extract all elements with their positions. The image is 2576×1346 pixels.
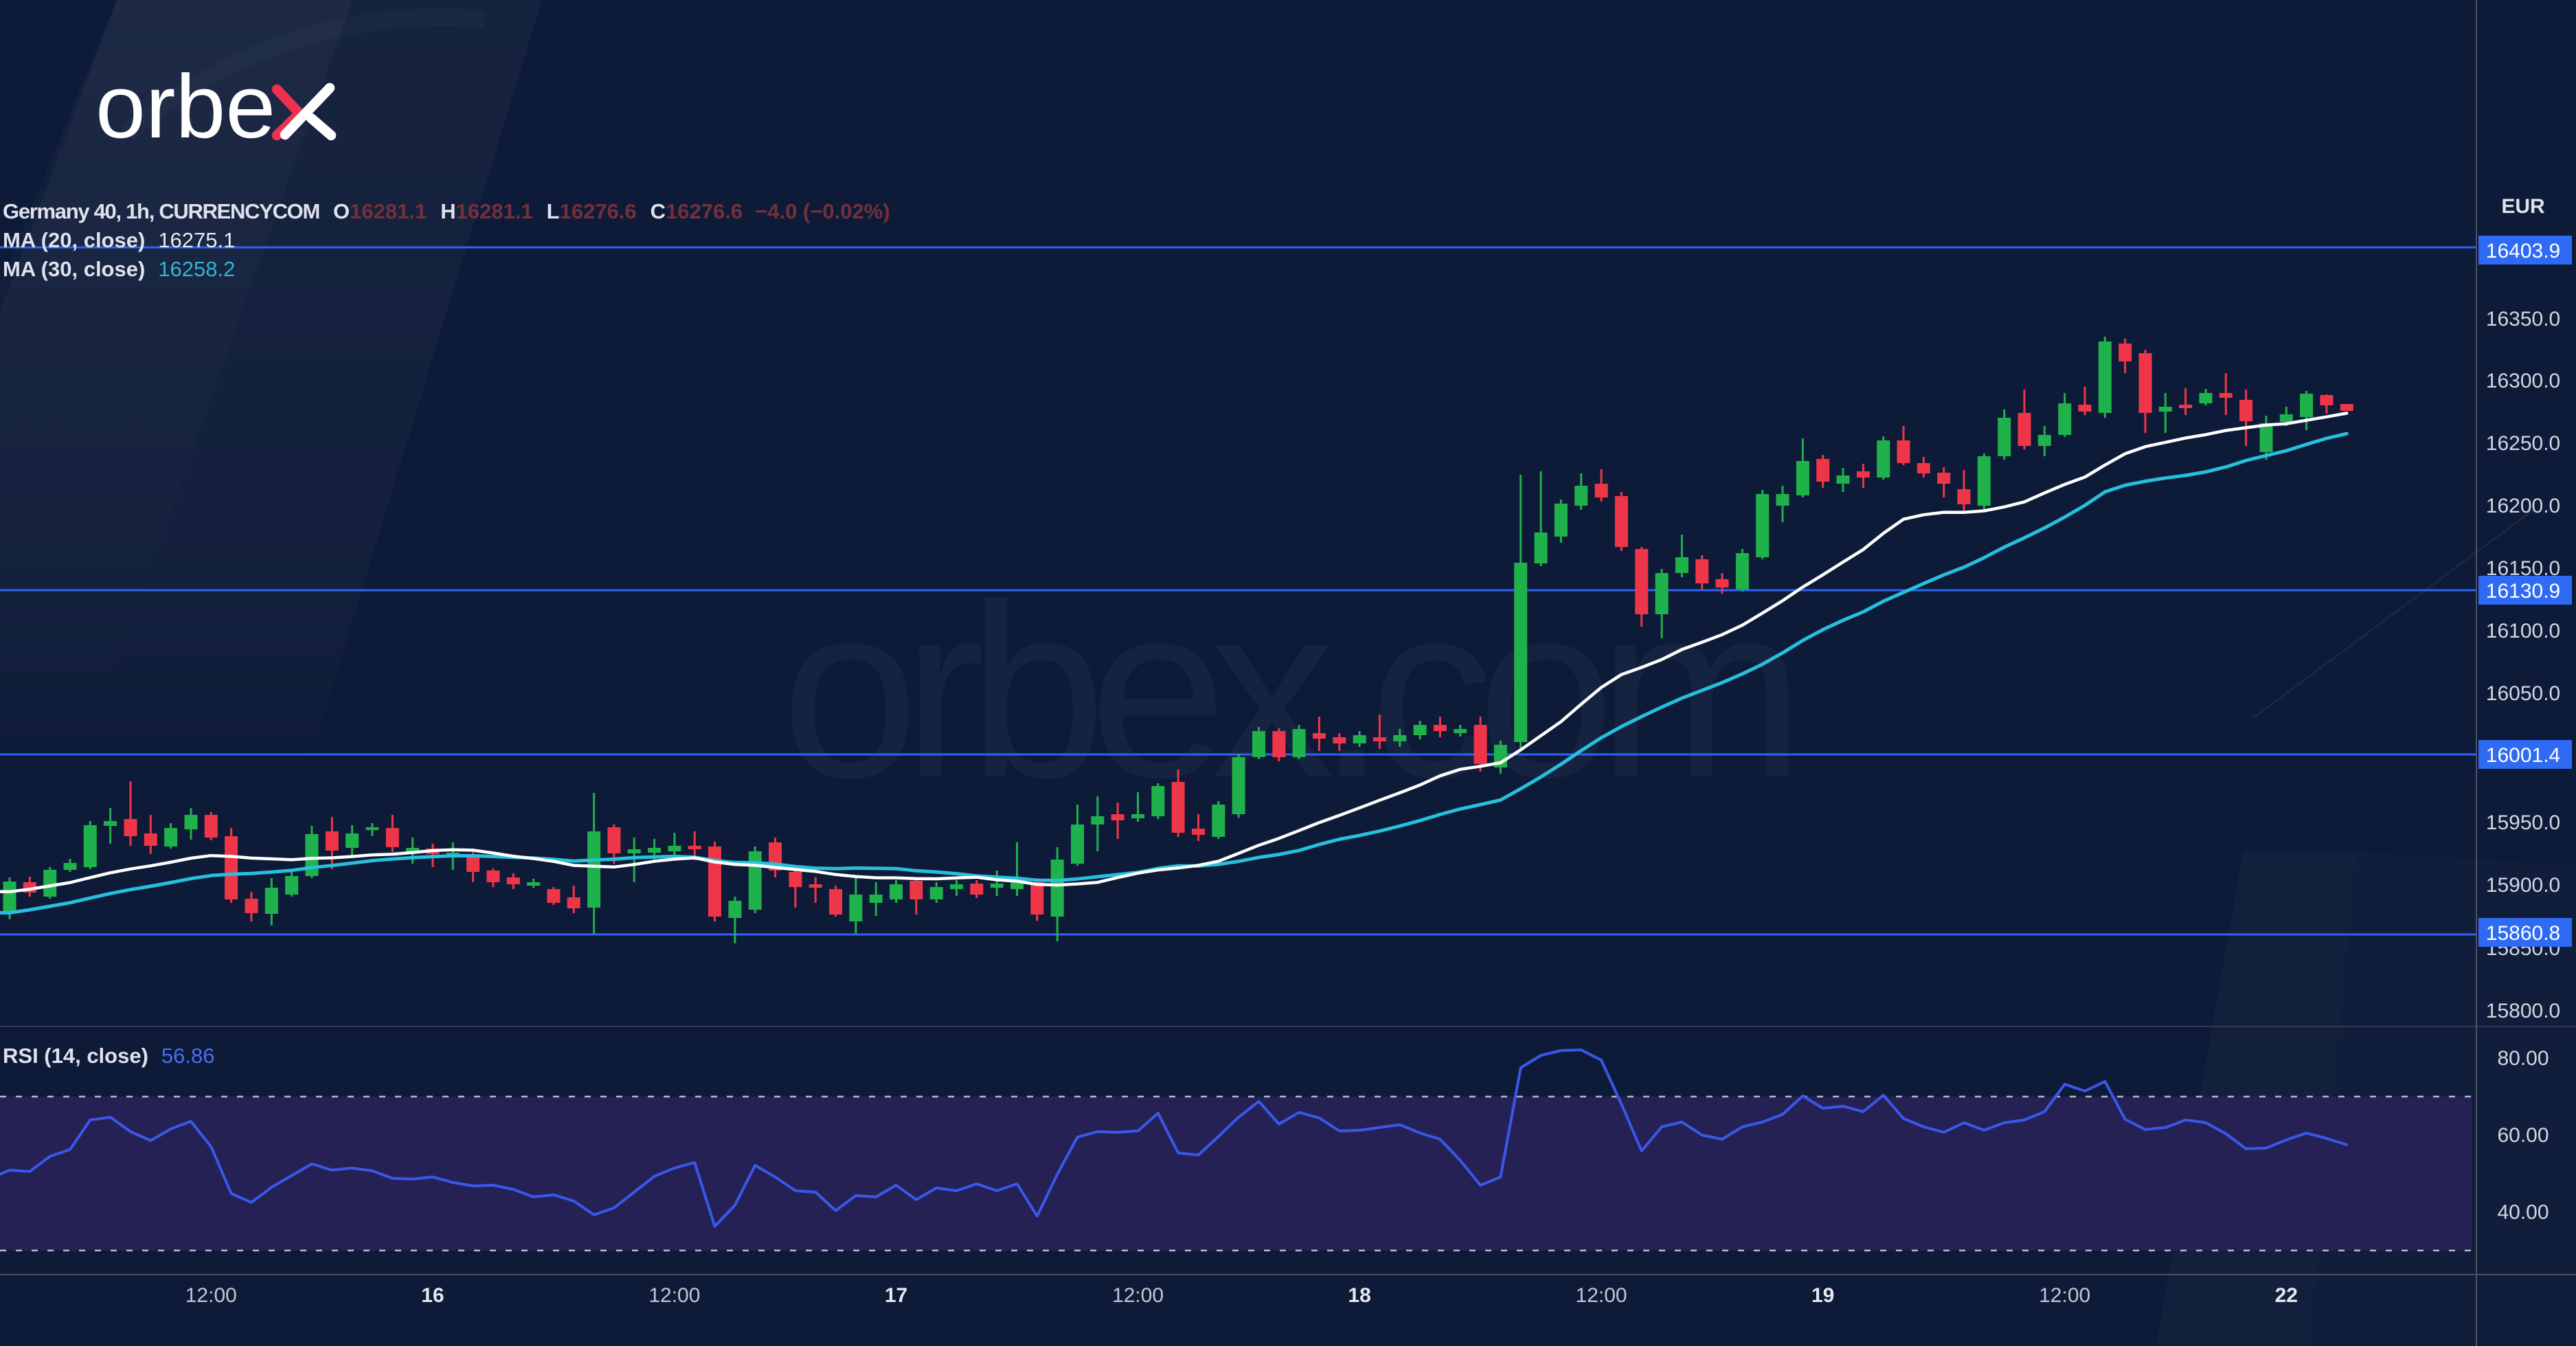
svg-text:19: 19 [1811,1284,1834,1307]
svg-text:22: 22 [2275,1284,2298,1307]
svg-text:12:00: 12:00 [648,1284,700,1307]
svg-text:16200.0: 16200.0 [2486,495,2560,517]
svg-text:MA (20, close)16275.1: MA (20, close) 16275.1 [3,228,235,252]
svg-text:16250.0: 16250.0 [2486,432,2560,455]
svg-text:16001.4: 16001.4 [2486,744,2560,767]
svg-text:MA (30, close)16258.2: MA (30, close) 16258.2 [3,257,235,281]
svg-text:15950.0: 15950.0 [2486,811,2560,834]
svg-text:60.00: 60.00 [2497,1124,2549,1147]
svg-text:40.00: 40.00 [2497,1201,2549,1224]
svg-text:RSI (14, close)56.86: RSI (14, close) 56.86 [3,1044,215,1068]
svg-text:16300.0: 16300.0 [2486,370,2560,392]
svg-text:16350.0: 16350.0 [2486,308,2560,330]
svg-text:12:00: 12:00 [1112,1284,1164,1307]
svg-text:12:00: 12:00 [2039,1284,2090,1307]
svg-text:15900.0: 15900.0 [2486,874,2560,897]
svg-text:18: 18 [1348,1284,1370,1307]
svg-text:orbe: orbe [95,56,275,157]
svg-text:12:00: 12:00 [1576,1284,1627,1307]
svg-text:12:00: 12:00 [185,1284,237,1307]
svg-text:EUR: EUR [2501,195,2545,218]
svg-text:16: 16 [421,1284,444,1307]
svg-text:15860.8: 15860.8 [2486,922,2560,945]
svg-text:15800.0: 15800.0 [2486,1000,2560,1022]
svg-text:16130.9: 16130.9 [2486,580,2560,603]
svg-text:16403.9: 16403.9 [2486,240,2560,262]
svg-text:16100.0: 16100.0 [2486,620,2560,642]
svg-text:16050.0: 16050.0 [2486,682,2560,705]
svg-text:80.00: 80.00 [2497,1047,2549,1070]
svg-text:17: 17 [885,1284,907,1307]
